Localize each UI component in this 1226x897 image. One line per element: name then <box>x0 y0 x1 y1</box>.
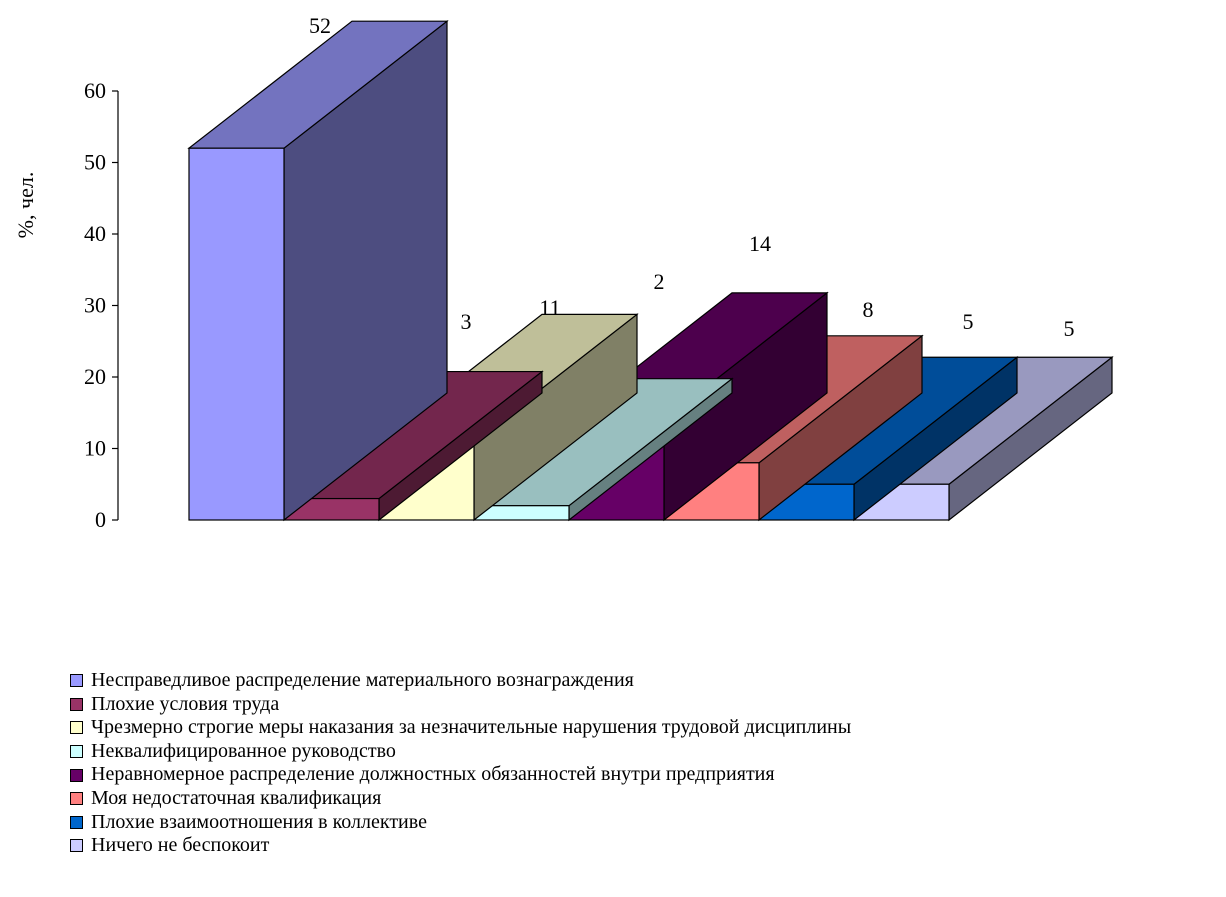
legend-swatch-7 <box>70 815 83 829</box>
legend-item-8: Ничего не беспокоит <box>70 834 851 858</box>
y-tick-label-3: 30 <box>84 293 106 318</box>
legend-label-4: Неквалифицированное руководство <box>91 739 396 762</box>
legend-item-3: Чрезмерно строгие меры наказания за незн… <box>70 716 851 740</box>
y-tick-label-0: 0 <box>95 507 106 532</box>
legend-item-1: Несправедливое распределение материально… <box>70 669 851 693</box>
value-label-3: 11 <box>539 295 560 320</box>
legend-label-6: Моя недостаточная квалификация <box>91 786 382 809</box>
bar-chart: 0 10 20 30 40 50 60 %, чел. 52 3 11 2 14 8 5 5 <box>13 13 1114 532</box>
legend-swatch-6 <box>70 792 83 806</box>
value-label-5: 14 <box>749 231 771 256</box>
legend-label-7: Плохие взаимоотношения в коллективе <box>91 810 427 833</box>
value-label-7: 5 <box>963 309 974 334</box>
legend: Несправедливое распределение материально… <box>70 669 851 858</box>
legend-label-5: Неравномерное распределение должностных … <box>91 763 775 786</box>
legend-swatch-5 <box>70 768 83 782</box>
legend-swatch-4 <box>70 745 83 759</box>
value-label-8: 5 <box>1064 316 1075 341</box>
value-label-6: 8 <box>863 297 874 322</box>
y-axis-title: %, чел. <box>13 172 38 239</box>
y-tick-label-1: 10 <box>84 436 106 461</box>
legend-label-3: Чрезмерно строгие меры наказания за незн… <box>91 716 852 739</box>
bar-1-front <box>188 147 285 521</box>
legend-item-6: Моя недостаточная квалификация <box>70 787 851 811</box>
value-label-2: 3 <box>461 309 472 334</box>
legend-item-2: Плохие условия труда <box>70 693 851 717</box>
bar-4 <box>472 377 734 522</box>
legend-swatch-2 <box>70 697 83 711</box>
legend-item-4: Неквалифицированное руководство <box>70 740 851 764</box>
legend-label-1: Несправедливое распределение материально… <box>91 669 634 691</box>
y-tick-label-5: 50 <box>84 150 106 175</box>
legend-swatch-8 <box>70 839 83 853</box>
legend-item-5: Неравномерное распределение должностных … <box>70 763 851 787</box>
legend-label-2: Плохие условия труда <box>91 692 280 715</box>
y-tick-label-6: 60 <box>84 78 106 103</box>
legend-swatch-3 <box>70 721 83 735</box>
legend-item-7: Плохие взаимоотношения в коллективе <box>70 811 851 835</box>
value-label-4: 2 <box>654 269 665 294</box>
value-label-1: 52 <box>309 13 331 38</box>
legend-swatch-1 <box>70 674 83 688</box>
y-tick-label-2: 20 <box>84 364 106 389</box>
legend-label-8: Ничего не беспокоит <box>91 834 270 857</box>
bar-1 <box>187 19 449 522</box>
y-tick-label-4: 40 <box>84 221 106 246</box>
